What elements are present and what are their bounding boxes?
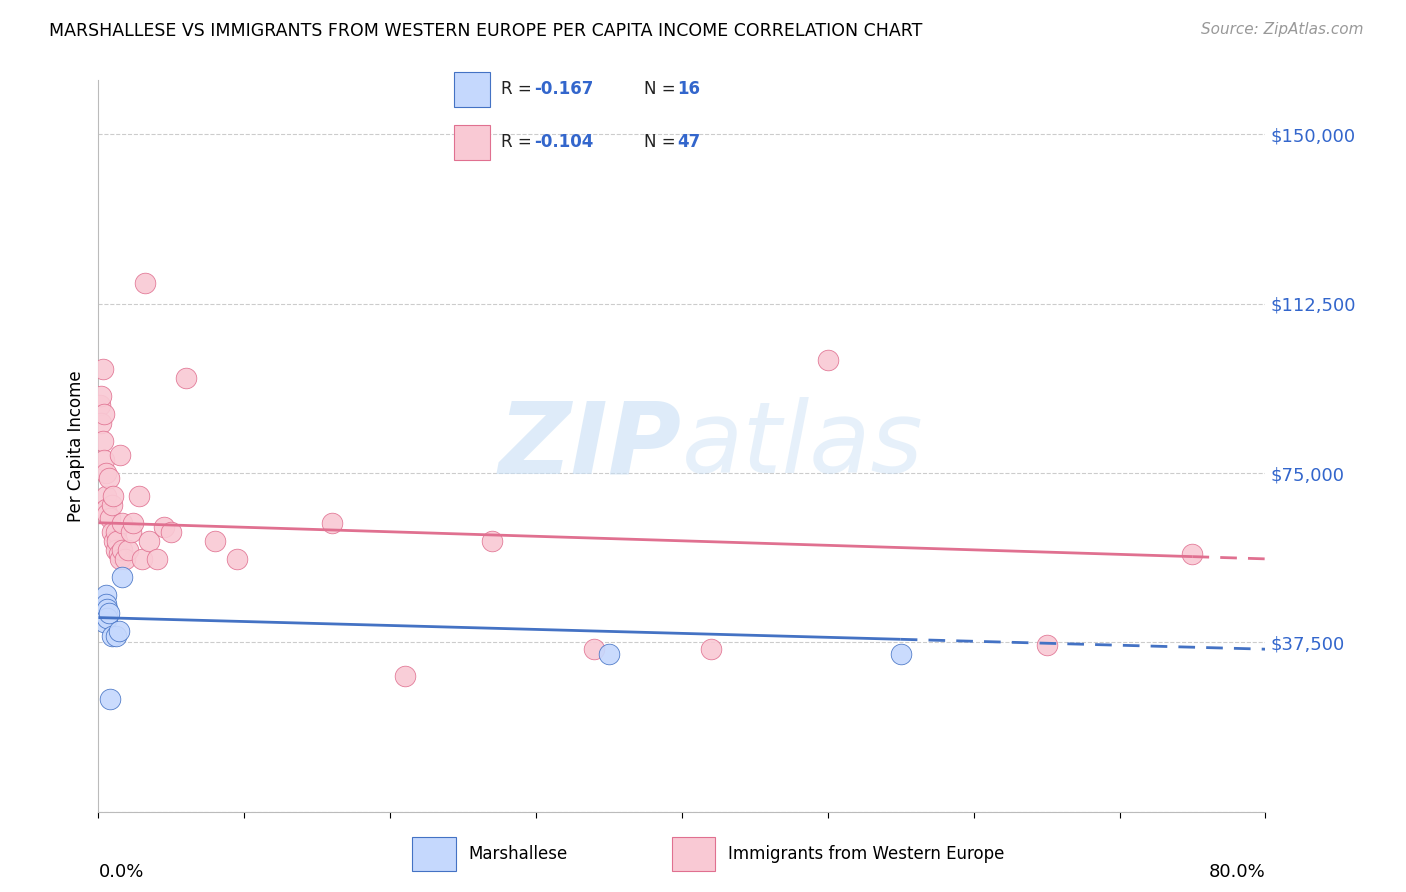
Point	[160, 524, 183, 539]
Point	[101, 489, 124, 503]
Point	[93, 408, 115, 422]
Point	[110, 552, 132, 566]
Point	[100, 498, 122, 512]
Point	[104, 629, 127, 643]
Text: 47: 47	[676, 134, 700, 152]
Text: 0.0%: 0.0%	[98, 863, 143, 881]
Point	[97, 606, 120, 620]
Point	[321, 516, 343, 530]
Text: 80.0%: 80.0%	[1209, 863, 1265, 881]
Point	[134, 277, 156, 291]
Point	[105, 533, 128, 548]
Point	[481, 533, 503, 548]
Point	[94, 489, 117, 503]
Point	[100, 524, 122, 539]
Point	[94, 466, 117, 480]
Point	[94, 597, 117, 611]
Point	[90, 417, 112, 431]
Text: MARSHALLESE VS IMMIGRANTS FROM WESTERN EUROPE PER CAPITA INCOME CORRELATION CHAR: MARSHALLESE VS IMMIGRANTS FROM WESTERN E…	[49, 22, 922, 40]
Text: Immigrants from Western Europe: Immigrants from Western Europe	[728, 845, 1004, 863]
Text: -0.104: -0.104	[534, 134, 593, 152]
Point	[111, 570, 134, 584]
Point	[90, 606, 112, 620]
Point	[104, 524, 127, 539]
Text: ZIP: ZIP	[499, 398, 682, 494]
Text: -0.167: -0.167	[534, 80, 593, 98]
Point	[114, 552, 136, 566]
Point	[108, 547, 131, 561]
Point	[96, 601, 118, 615]
FancyBboxPatch shape	[672, 837, 716, 871]
Point	[110, 448, 132, 462]
Point	[93, 615, 115, 629]
FancyBboxPatch shape	[454, 72, 491, 106]
Point	[131, 552, 153, 566]
Text: Marshallese: Marshallese	[468, 845, 567, 863]
Point	[153, 520, 176, 534]
Point	[91, 362, 114, 376]
Point	[98, 511, 121, 525]
Text: N =: N =	[644, 80, 675, 98]
Point	[146, 552, 169, 566]
Text: atlas: atlas	[682, 398, 924, 494]
Text: R =: R =	[502, 80, 531, 98]
FancyBboxPatch shape	[454, 126, 491, 160]
Point	[104, 542, 127, 557]
Point	[93, 601, 115, 615]
Point	[96, 507, 118, 521]
Point	[91, 434, 114, 449]
Point	[128, 489, 150, 503]
Point	[90, 389, 112, 403]
Point	[117, 542, 139, 557]
Point	[91, 604, 114, 618]
Point	[111, 516, 134, 530]
FancyBboxPatch shape	[412, 837, 456, 871]
Point	[103, 533, 125, 548]
Point	[122, 516, 145, 530]
Point	[120, 524, 142, 539]
Point	[98, 691, 121, 706]
Point	[174, 371, 197, 385]
Point	[1181, 547, 1204, 561]
Point	[817, 353, 839, 368]
Point	[100, 629, 122, 643]
Point	[96, 610, 118, 624]
Text: R =: R =	[502, 134, 531, 152]
Point	[204, 533, 226, 548]
Point	[700, 642, 723, 657]
Point	[94, 502, 117, 516]
Point	[1035, 638, 1057, 652]
Point	[138, 533, 160, 548]
Point	[97, 470, 120, 484]
Text: N =: N =	[644, 134, 675, 152]
Y-axis label: Per Capita Income: Per Capita Income	[66, 370, 84, 522]
Point	[583, 642, 606, 657]
Point	[93, 452, 115, 467]
Point	[111, 542, 134, 557]
Point	[394, 669, 416, 683]
Point	[108, 624, 131, 639]
Point	[94, 588, 117, 602]
Point	[598, 647, 620, 661]
Text: 16: 16	[676, 80, 700, 98]
Point	[89, 398, 111, 412]
Text: Source: ZipAtlas.com: Source: ZipAtlas.com	[1201, 22, 1364, 37]
Point	[890, 647, 912, 661]
Point	[226, 552, 249, 566]
